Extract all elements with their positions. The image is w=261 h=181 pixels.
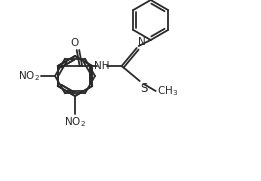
Text: CH$_3$: CH$_3$ xyxy=(157,84,178,98)
Text: NO$_2$: NO$_2$ xyxy=(18,69,40,83)
Text: NO$_2$: NO$_2$ xyxy=(64,115,86,129)
Text: NH: NH xyxy=(94,61,109,71)
Text: S: S xyxy=(141,82,148,95)
Text: O: O xyxy=(70,38,79,48)
Text: N: N xyxy=(138,37,145,47)
